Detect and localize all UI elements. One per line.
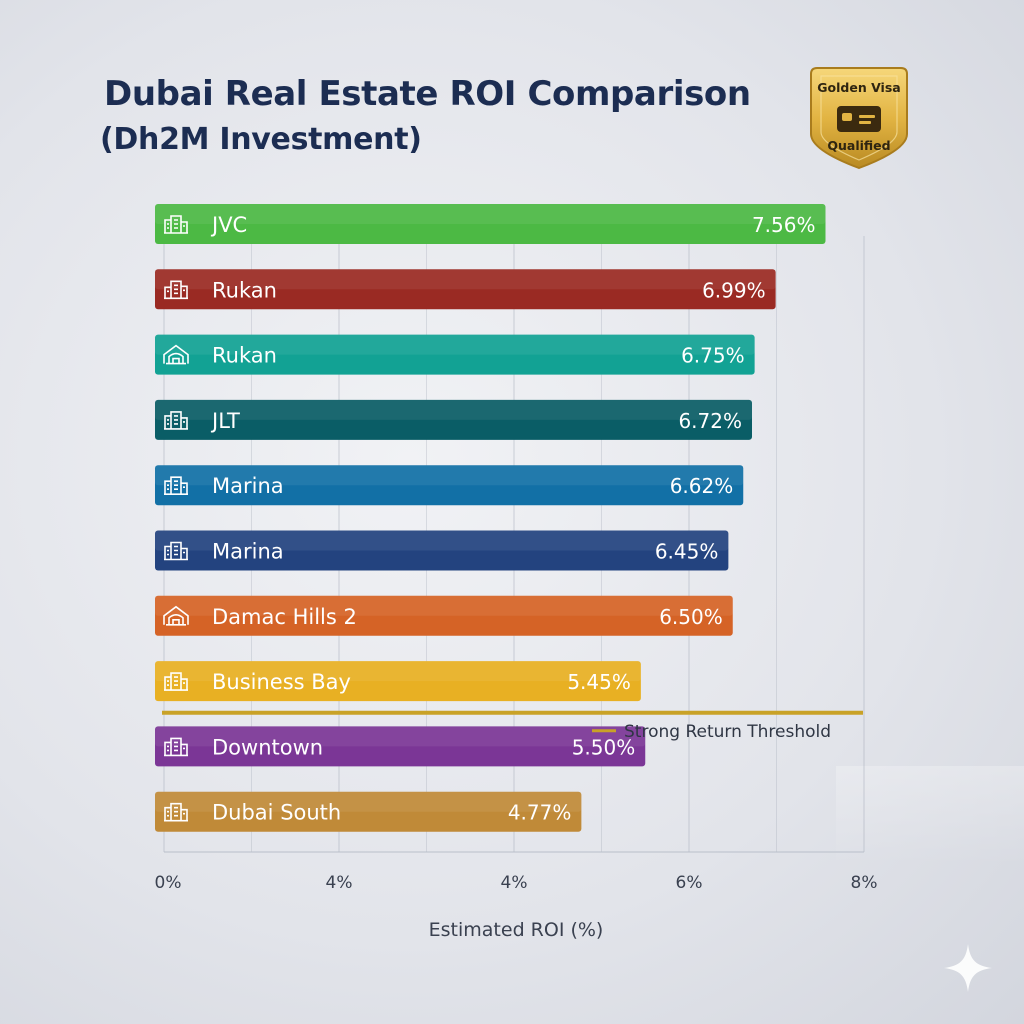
bar xyxy=(155,465,744,506)
bar xyxy=(155,530,729,571)
bar-highlight xyxy=(155,269,776,290)
bar-highlight xyxy=(155,791,582,812)
chart-title: Dubai Real Estate ROI Comparison xyxy=(104,74,751,114)
bar-category-label: Marina xyxy=(212,474,284,498)
bar-value-label: 6.62% xyxy=(670,474,734,498)
bar-value-label: 7.56% xyxy=(752,213,816,237)
bar-highlight xyxy=(155,399,752,420)
bar-value-label: 6.75% xyxy=(681,344,745,368)
bar-value-label: 6.45% xyxy=(655,540,719,564)
x-tick-label: 0% xyxy=(155,873,182,893)
golden-visa-badge: Golden Visa Qualified xyxy=(807,64,911,172)
bar xyxy=(155,726,646,767)
card-icon xyxy=(837,106,881,132)
x-tick-label: 8% xyxy=(851,873,878,893)
bar-value-label: 6.99% xyxy=(702,278,766,302)
building-icon xyxy=(164,802,188,822)
bar-value-label: 6.72% xyxy=(678,409,742,433)
bar-category-label: Business Bay xyxy=(212,670,351,694)
bar-highlight xyxy=(155,530,729,551)
badge-bottom-text: Qualified xyxy=(827,138,891,153)
villa-icon xyxy=(163,344,189,365)
building-icon xyxy=(164,672,188,691)
building-icon xyxy=(164,476,188,496)
bar-category-label: Marina xyxy=(212,540,284,564)
bar-category-label: Dubai South xyxy=(212,801,341,825)
chart-subtitle: (Dh2M Investment) xyxy=(100,122,422,157)
x-axis-label: Estimated ROI (%) xyxy=(429,919,604,941)
bar-highlight xyxy=(155,595,733,616)
bar xyxy=(155,334,755,375)
badge-top-text: Golden Visa xyxy=(817,80,901,95)
buildings-icon xyxy=(164,280,188,300)
villa-icon xyxy=(163,605,189,626)
bar-category-label: Downtown xyxy=(212,735,323,759)
bar-category-label: Damac Hills 2 xyxy=(212,605,357,629)
bar xyxy=(155,595,733,636)
bar xyxy=(155,399,752,440)
building-icon xyxy=(164,541,188,561)
shield-icon xyxy=(810,67,908,170)
bar-value-label: 5.50% xyxy=(572,735,636,759)
bar-category-label: JLT xyxy=(210,409,240,433)
bar-category-label: Rukan xyxy=(212,278,277,302)
building-icon xyxy=(164,411,188,430)
x-tick-label: 6% xyxy=(676,873,703,893)
x-tick-label: 4% xyxy=(501,873,528,893)
bar-highlight xyxy=(155,204,826,224)
bar-value-label: 6.50% xyxy=(659,605,723,629)
bar-highlight xyxy=(155,726,646,747)
building-icon xyxy=(164,215,188,234)
bar xyxy=(155,791,582,832)
bar-category-label: JVC xyxy=(210,213,247,237)
bar-highlight xyxy=(155,334,755,355)
bar xyxy=(155,204,826,244)
bar-highlight xyxy=(155,465,744,486)
background-panel xyxy=(836,766,1024,866)
bar xyxy=(155,661,641,702)
bar-value-label: 4.77% xyxy=(508,801,572,825)
bar-category-label: Rukan xyxy=(212,344,277,368)
bar-value-label: 5.45% xyxy=(567,670,631,694)
x-tick-label: 4% xyxy=(326,873,353,893)
bar-highlight xyxy=(155,661,641,682)
bar xyxy=(155,269,776,310)
building-icon xyxy=(164,737,188,757)
sparkle-icon xyxy=(944,944,992,992)
threshold-legend-label: Strong Return Threshold xyxy=(624,722,831,742)
